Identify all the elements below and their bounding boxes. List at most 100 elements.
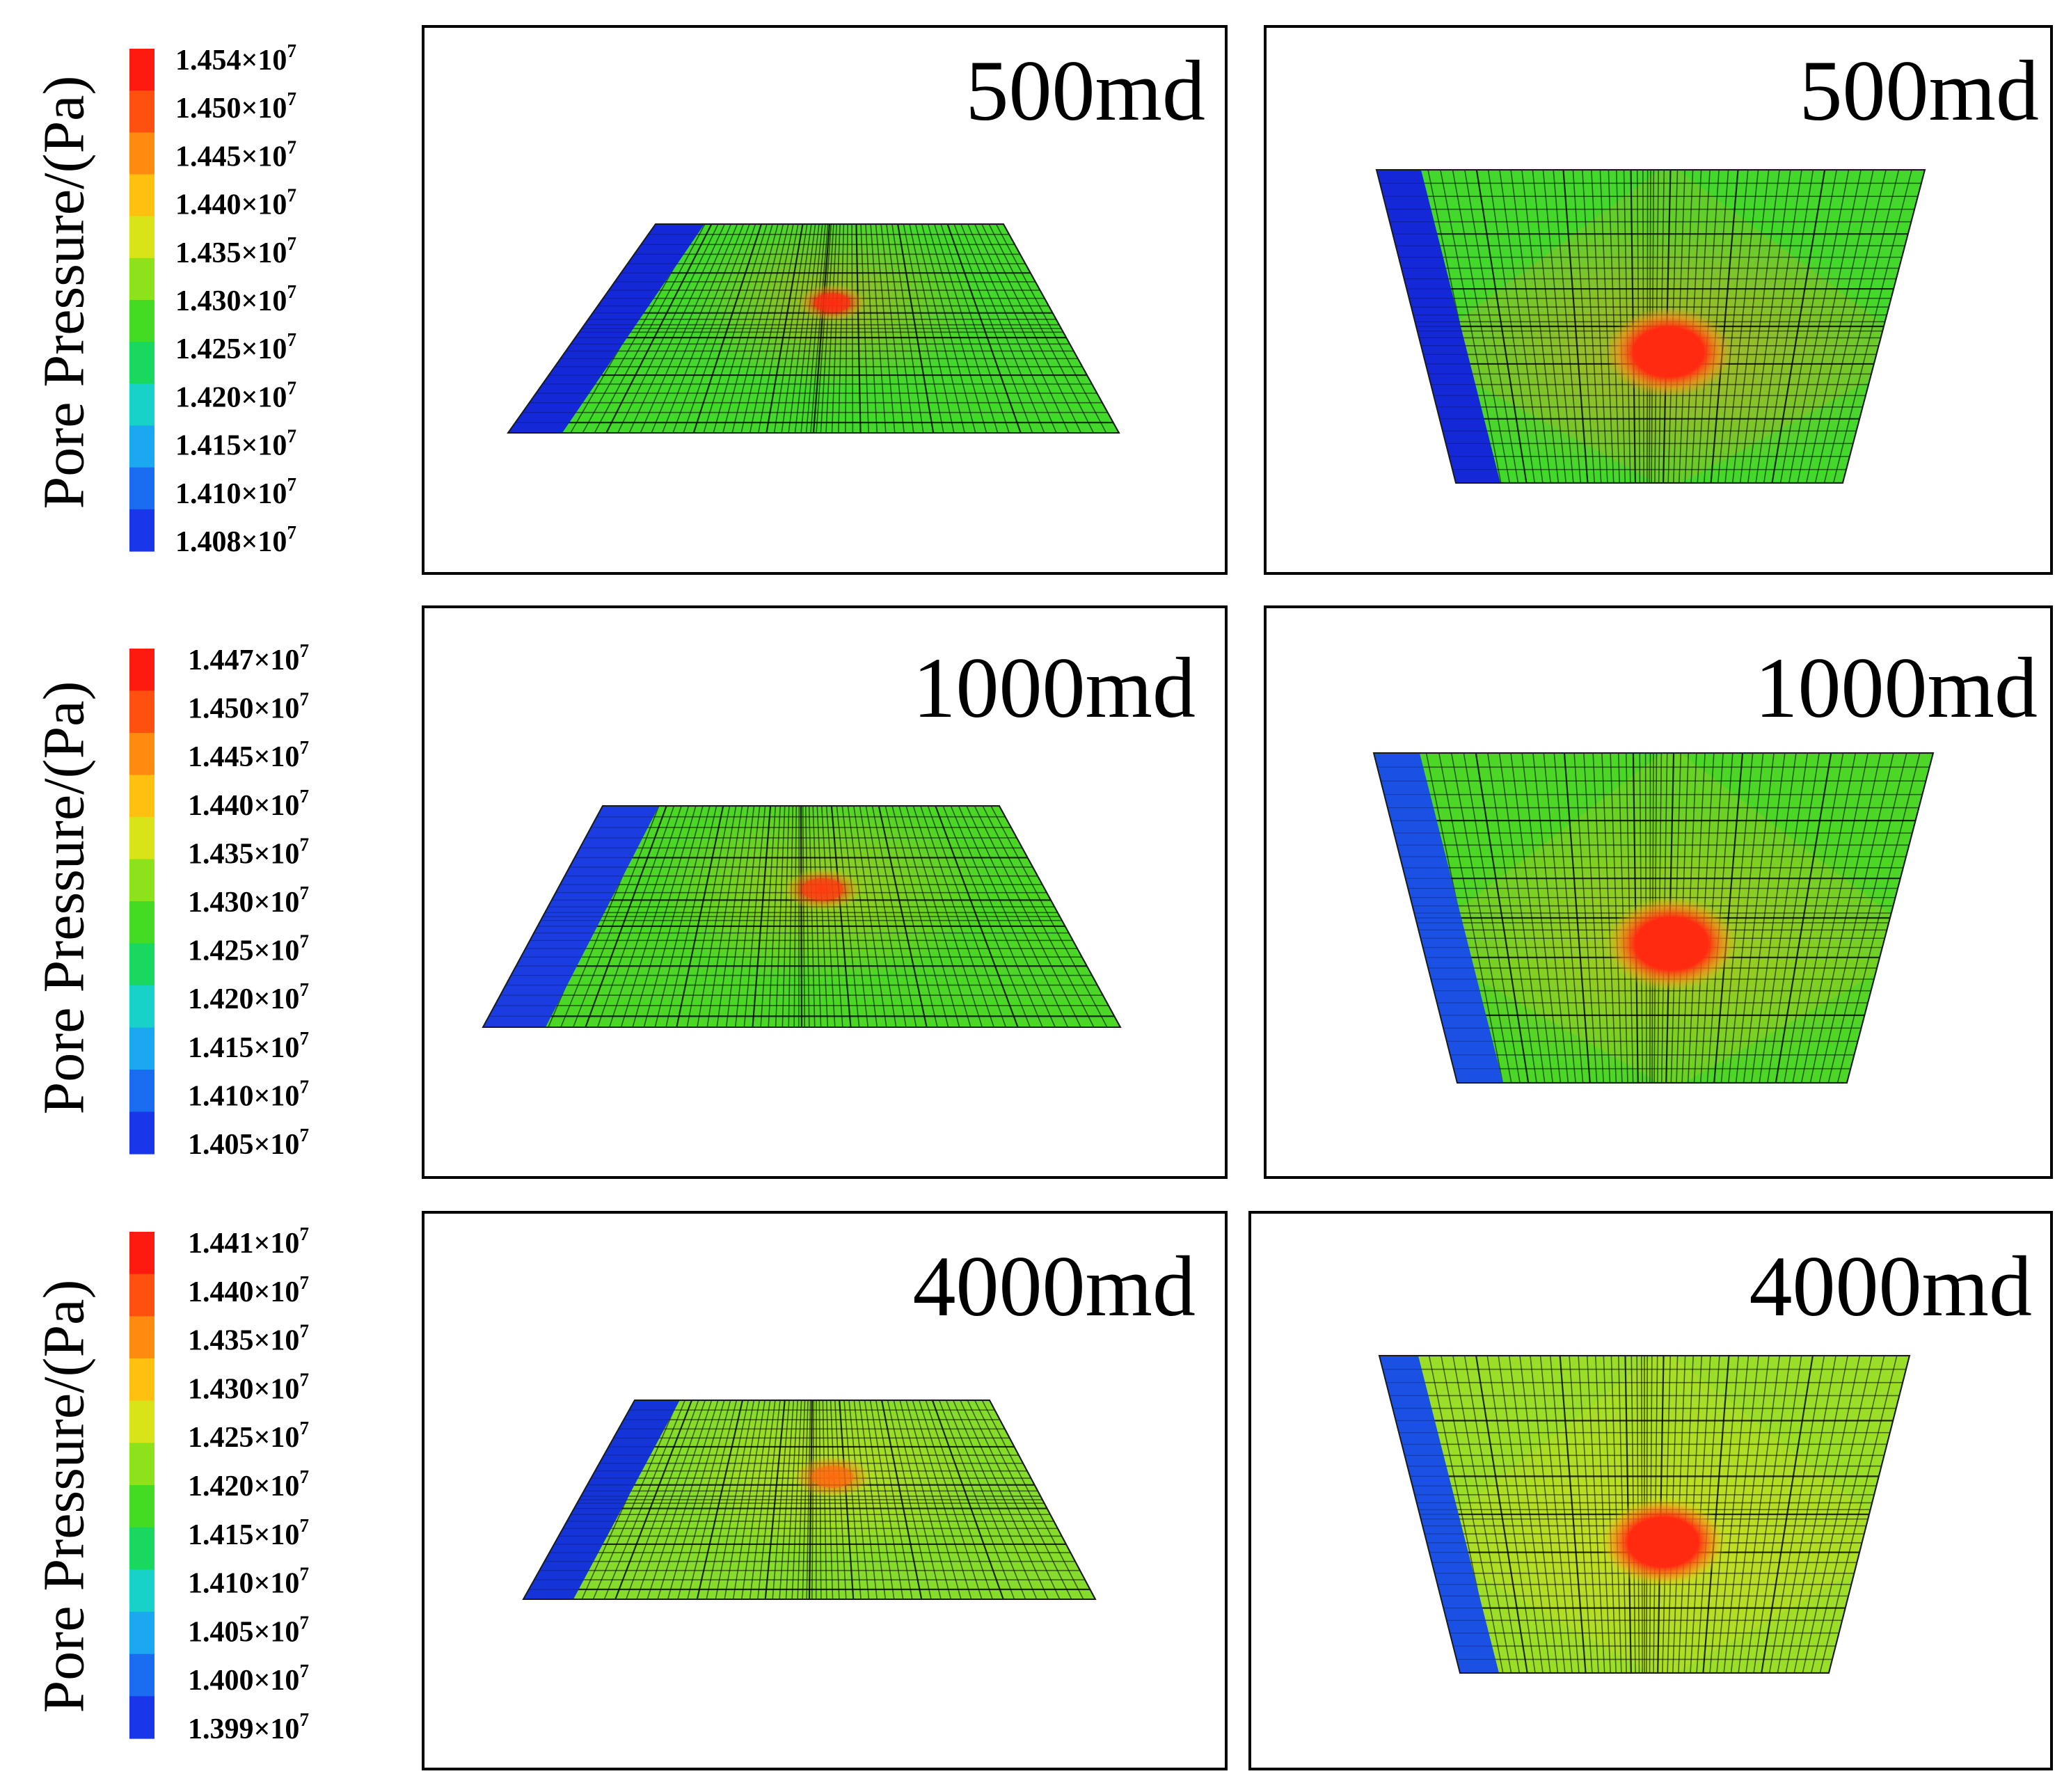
colorbar-tick-label: 1.408×107: [175, 522, 296, 558]
colorbar-tick-label: 1.445×107: [188, 737, 309, 773]
colorbar-segment: [129, 1612, 154, 1655]
colorbar-tick-label: 1.435×107: [188, 834, 309, 870]
colorbar-segment: [129, 775, 154, 818]
colorbar-legend: 1.441×107 1.440×107 1.435×107 1.430×107 1.42…: [129, 1223, 309, 1745]
colorbar-tick-label: 1.410×107: [188, 1564, 309, 1600]
colorbar-segment: [129, 1696, 154, 1739]
permeability-label: 500md: [1800, 43, 2039, 138]
injection-boundary-band: [483, 806, 659, 1027]
legend-axis-title: Pore Pressure/(Pa): [31, 681, 96, 1115]
permeability-label: 1000md: [913, 640, 1196, 736]
reservoir-plane-outline: [1375, 169, 1926, 484]
colorbar-tick-label: 1.425×107: [175, 329, 296, 365]
contour-panel-top: [1372, 752, 1935, 1084]
colorbar-segment: [129, 216, 154, 259]
colorbar-segment: [129, 1027, 154, 1070]
colorbar-segment: [129, 1111, 154, 1155]
colorbar-segment: [129, 1654, 154, 1697]
contour-panel-oblique: [522, 1399, 1097, 1600]
pressure-peak-spot: [802, 878, 843, 901]
injection-boundary-band: [1374, 753, 1503, 1083]
injection-boundary-band: [523, 1400, 680, 1599]
colorbar-tick-label: 1.454×107: [175, 40, 296, 77]
colorbar-segment: [129, 690, 154, 734]
injection-boundary-band: [508, 224, 705, 433]
colorbar-segment: [129, 859, 154, 902]
reservoir-plane-outline: [507, 223, 1120, 434]
permeability-label: 4000md: [1749, 1239, 2032, 1334]
reservoir-plane-outline: [1378, 1355, 1911, 1674]
colorbar-tick-label: 1.445×107: [175, 136, 296, 173]
colorbar-segment: [129, 1485, 154, 1528]
pressure-peak-spot: [1630, 1519, 1697, 1566]
contour-panel-top: [1378, 1355, 1911, 1674]
reservoir-plane-outline: [1372, 752, 1935, 1084]
colorbar-segment: [129, 1358, 154, 1402]
colorbar-segment: [129, 1443, 154, 1486]
colorbar-tick-label: 1.440×107: [188, 1272, 309, 1308]
colorbar-tick-label: 1.425×107: [188, 931, 309, 967]
injection-boundary-band: [1376, 170, 1500, 483]
colorbar-segment: [129, 1527, 154, 1570]
colorbar-segment: [129, 1070, 154, 1113]
colorbar-segment: [129, 49, 154, 91]
colorbar-tick-label: 1.405×107: [188, 1612, 309, 1648]
colorbar-tick-label: 1.435×107: [188, 1321, 309, 1357]
row-1: Pore Pressure/(Pa) 1.454×1071.450×1071.4…: [31, 25, 2053, 575]
colorbar-tick-label: 1.420×107: [188, 979, 309, 1015]
reservoir-plane-outline: [522, 1399, 1097, 1600]
colorbar-tick-label: 1.420×107: [175, 377, 296, 413]
colorbar-tick-label: 1.441×107: [188, 1223, 309, 1260]
colorbar-tick-label: 1.430×107: [175, 281, 296, 317]
colorbar-tick-label: 1.415×107: [188, 1028, 309, 1064]
injection-boundary-band: [1379, 1356, 1499, 1673]
colorbar-segment: [129, 467, 154, 510]
pressure-peak-spot: [814, 293, 850, 312]
colorbar-tick-label: 1.420×107: [188, 1466, 309, 1502]
colorbar-segment: [129, 1400, 154, 1443]
legend-axis-title: Pore Pressure/(Pa): [31, 76, 96, 509]
colorbar-segment: [129, 901, 154, 944]
colorbar-tick-label: 1.430×107: [188, 1369, 309, 1405]
colorbar-segment: [129, 649, 154, 692]
pressure-peak-spot: [811, 1466, 853, 1488]
permeability-label: 4000md: [913, 1239, 1196, 1334]
permeability-label: 1000md: [1755, 640, 2038, 736]
colorbar-tick-label: 1.415×107: [175, 426, 296, 462]
colorbar-segment: [129, 817, 154, 860]
colorbar-segment: [129, 257, 154, 301]
legend-axis-title: Pore Pressure/(Pa): [31, 1280, 96, 1713]
colorbar-segment: [129, 943, 154, 986]
colorbar-tick-label: 1.400×107: [188, 1660, 309, 1697]
colorbar-segment: [129, 342, 154, 384]
contour-panel-top: [1375, 169, 1926, 484]
colorbar-tick-label: 1.440×107: [188, 786, 309, 822]
colorbar-segment: [129, 300, 154, 342]
colorbar-segment: [129, 509, 154, 552]
colorbar-segment: [129, 132, 154, 175]
pressure-peak-spot: [1635, 328, 1702, 376]
row-3: Pore Pressure/(Pa) 1.441×1071.440×1071.4…: [31, 1211, 2053, 1770]
colorbar-segment: [129, 1274, 154, 1317]
colorbar-segment: [129, 1232, 154, 1275]
colorbar-legend: 1.447×107 1.450×107 1.445×107 1.440×107 1.43…: [129, 640, 309, 1161]
colorbar-tick-label: 1.405×107: [188, 1125, 309, 1161]
colorbar-tick-label: 1.415×107: [188, 1515, 309, 1551]
colorbar-segment: [129, 383, 154, 427]
contour-panel-oblique: [507, 223, 1120, 434]
colorbar-tick-label: 1.399×107: [188, 1709, 309, 1745]
colorbar-segment: [129, 90, 154, 133]
row-2: Pore Pressure/(Pa) 1.447×1071.450×1071.4…: [31, 605, 2053, 1179]
colorbar-legend: 1.454×107 1.450×107 1.445×107 1.440×107 1.43…: [129, 40, 296, 558]
pressure-peak-spot: [1637, 919, 1706, 969]
contour-panel-oblique: [482, 805, 1122, 1028]
colorbar-tick-label: 1.410×107: [175, 474, 296, 510]
colorbar-tick-label: 1.447×107: [188, 640, 309, 676]
colorbar-segment: [129, 425, 154, 468]
colorbar-segment: [129, 1316, 154, 1359]
colorbar-segment: [129, 985, 154, 1029]
colorbar-segment: [129, 174, 154, 217]
colorbar-tick-label: 1.425×107: [188, 1418, 309, 1454]
colorbar-segment: [129, 1569, 154, 1612]
